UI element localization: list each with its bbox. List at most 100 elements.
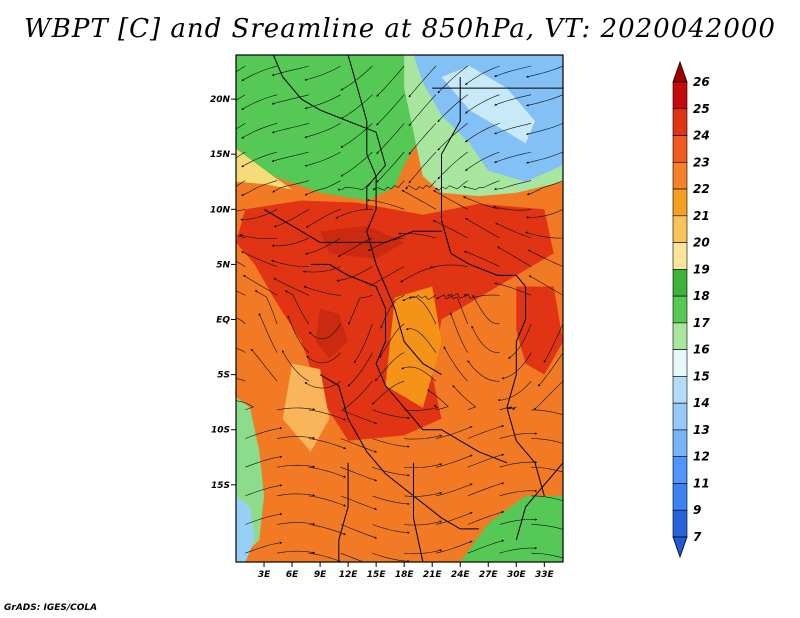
streamline-102 bbox=[284, 290, 310, 325]
region-north-yellow bbox=[236, 148, 293, 190]
streamline-191 bbox=[340, 552, 365, 562]
streamline-188 bbox=[245, 541, 283, 554]
streamline-36 bbox=[271, 151, 309, 162]
streamline-166 bbox=[245, 484, 283, 497]
boundary-5 bbox=[319, 374, 479, 530]
streamline-90 bbox=[243, 275, 278, 296]
streamline-86 bbox=[463, 250, 500, 267]
streamline-95 bbox=[402, 295, 437, 302]
lon-tick-label: 6E bbox=[286, 570, 299, 580]
lat-tick-label: 10N bbox=[210, 205, 231, 215]
boundary-1 bbox=[272, 55, 387, 210]
streamline-185 bbox=[499, 518, 538, 525]
streamline-176 bbox=[562, 495, 563, 497]
streamline-159 bbox=[372, 466, 410, 477]
streamline-81 bbox=[303, 266, 341, 273]
boundary-4 bbox=[310, 263, 508, 464]
streamline-155 bbox=[245, 455, 283, 468]
streamline-74 bbox=[432, 219, 468, 239]
streamline-16 bbox=[340, 94, 373, 120]
streamline-104 bbox=[353, 323, 373, 364]
boundary-8 bbox=[338, 462, 349, 562]
lon-tick-label: 15E bbox=[367, 570, 387, 580]
streamline-24 bbox=[241, 123, 278, 139]
streamline-126 bbox=[343, 381, 373, 410]
streamline-99 bbox=[528, 275, 563, 296]
colorbar-segment bbox=[672, 188, 688, 217]
streamline-42 bbox=[465, 151, 500, 171]
streamline-112 bbox=[258, 313, 278, 353]
streamline-178 bbox=[277, 522, 316, 526]
streamline-55 bbox=[526, 180, 563, 196]
colorbar-top-arrow bbox=[672, 60, 688, 83]
streamline-56 bbox=[236, 209, 246, 212]
streamline-115 bbox=[347, 352, 373, 387]
streamline-79 bbox=[241, 251, 278, 267]
streamline-17 bbox=[376, 94, 405, 126]
streamline-85 bbox=[429, 264, 468, 269]
streamline-145 bbox=[277, 436, 316, 440]
streamline-158 bbox=[340, 466, 377, 482]
lon-tick-label: 21E bbox=[423, 570, 443, 580]
colorbar-segment bbox=[672, 456, 688, 484]
streamline-80 bbox=[271, 259, 309, 268]
streamline-22 bbox=[526, 94, 563, 107]
colorbar-label: 26 bbox=[693, 75, 710, 89]
streamline-151 bbox=[467, 425, 505, 439]
streamline-101 bbox=[254, 290, 278, 325]
streamline-97 bbox=[463, 293, 500, 299]
region-east-red bbox=[516, 286, 563, 375]
streamline-92 bbox=[303, 285, 341, 296]
colorbar-label: 11 bbox=[693, 476, 710, 490]
streamline-181 bbox=[372, 524, 410, 534]
streamline-13 bbox=[241, 94, 278, 110]
streamline-91 bbox=[273, 278, 310, 296]
lon-tick-label: 3E bbox=[258, 570, 271, 580]
streamline-131 bbox=[497, 380, 532, 402]
streamline-106 bbox=[409, 295, 437, 325]
streamline-152 bbox=[499, 432, 538, 439]
streamline-45 bbox=[236, 180, 246, 187]
streamline-82 bbox=[336, 266, 373, 282]
streamline-76 bbox=[495, 222, 532, 239]
colorbar-segment bbox=[672, 295, 688, 324]
streamline-113 bbox=[287, 315, 310, 353]
lon-tick-label: 33E bbox=[535, 570, 555, 580]
colorbar-segment bbox=[672, 242, 688, 270]
streamline-7 bbox=[408, 65, 437, 98]
streamline-183 bbox=[435, 512, 473, 525]
colorbar-label: 15 bbox=[693, 369, 710, 383]
lat-tick-label: 5N bbox=[216, 260, 230, 270]
streamline-138 bbox=[404, 404, 439, 411]
lat-tick-label: EQ bbox=[216, 316, 230, 326]
streamline-161 bbox=[435, 454, 473, 468]
streamline-171 bbox=[404, 491, 443, 497]
streamline-12 bbox=[236, 94, 246, 101]
streamline-173 bbox=[467, 482, 505, 497]
streamline-130 bbox=[467, 360, 500, 382]
streamline-165 bbox=[562, 467, 563, 468]
colorbar-label: 16 bbox=[693, 343, 710, 357]
streamline-117 bbox=[405, 327, 437, 353]
lon-tick-label: 30E bbox=[507, 570, 527, 580]
streamline-154 bbox=[562, 438, 563, 439]
region-north-paleblue bbox=[441, 66, 535, 144]
map-title: WBPT [C] and Sreamline at 850hPa, VT: 20… bbox=[24, 14, 776, 44]
colorbar-label: 23 bbox=[693, 155, 710, 169]
streamline-21 bbox=[494, 94, 532, 106]
streamline-139 bbox=[427, 389, 449, 411]
streamline-105 bbox=[379, 323, 405, 358]
streamline-40 bbox=[408, 151, 437, 184]
streamline-47 bbox=[272, 180, 309, 193]
colorbar-label: 12 bbox=[693, 450, 710, 464]
colorbar-label: 22 bbox=[693, 182, 710, 196]
streamline-27 bbox=[340, 123, 373, 148]
streamline-33 bbox=[526, 123, 563, 136]
streamline-168 bbox=[308, 495, 346, 507]
streamline-179 bbox=[308, 524, 346, 536]
colorbar-segment bbox=[672, 215, 688, 243]
colorbar-label: 20 bbox=[693, 236, 710, 250]
streamline-129 bbox=[443, 346, 468, 382]
streamline-107 bbox=[447, 293, 468, 325]
